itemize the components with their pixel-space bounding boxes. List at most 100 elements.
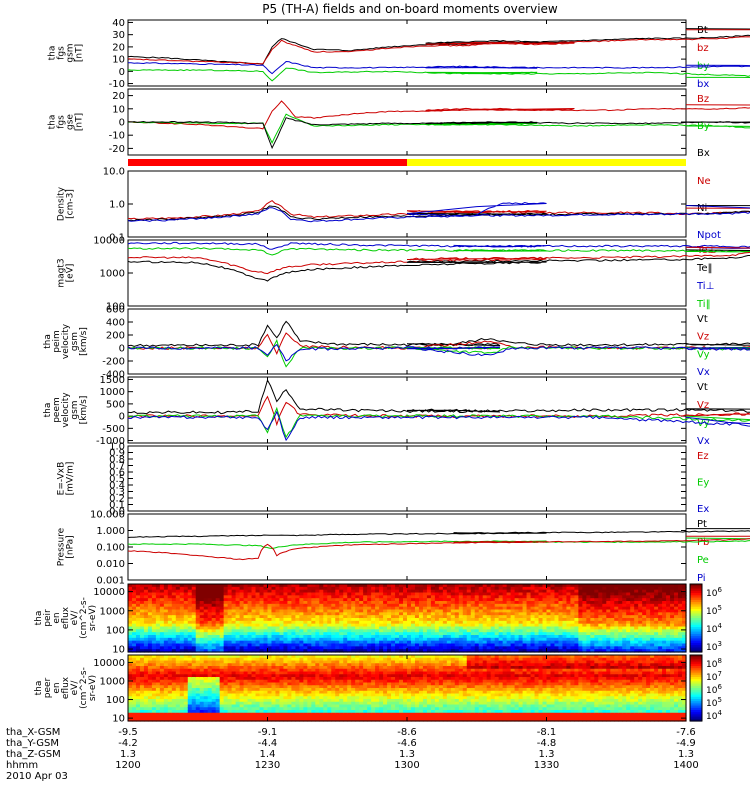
spectrogram-cell	[682, 618, 687, 622]
y-tick-label: 0.0	[109, 507, 125, 518]
spectrogram-cell	[279, 626, 285, 630]
spectrogram-cell	[299, 649, 304, 653]
spectrogram-cell	[351, 635, 356, 639]
spectrogram-cell	[586, 637, 591, 642]
spectrogram-cell	[542, 584, 548, 588]
spectrogram-cell	[223, 598, 229, 602]
spectrogram-cell	[438, 623, 444, 628]
spectrogram-cell	[614, 601, 619, 605]
spectrogram-cell	[255, 589, 261, 594]
spectrogram-cell	[678, 603, 683, 608]
spectrogram-cell	[187, 640, 193, 645]
spectrogram-cell	[562, 612, 568, 616]
spectrogram-cell	[199, 666, 205, 670]
spectrogram-cell	[159, 699, 165, 703]
spectrogram-cell	[275, 595, 281, 599]
spectrogram-cell	[215, 635, 221, 639]
spectrogram-cell	[486, 606, 492, 611]
spectrogram-cell	[454, 601, 460, 605]
spectrogram-cell	[626, 603, 631, 608]
spectrogram-cell	[299, 592, 304, 596]
spectrogram-cell	[375, 592, 380, 596]
spectrogram-cell	[267, 690, 273, 695]
spectrogram-cell	[650, 612, 655, 616]
spectrogram-cell	[128, 710, 133, 714]
spectrogram-cell	[462, 612, 468, 616]
spectrogram-cell	[163, 649, 169, 653]
spectrogram-cell	[466, 643, 472, 647]
spectrogram-cell	[670, 646, 675, 650]
spectrogram-cell	[430, 623, 436, 628]
spectrogram-cell	[183, 626, 189, 630]
spectrogram-cell	[219, 660, 225, 664]
spectrogram-cell	[319, 657, 324, 662]
spectrogram-cell	[311, 592, 316, 596]
spectrogram-cell	[343, 609, 348, 613]
spectrogram-cell	[243, 626, 249, 630]
spectrogram-cell	[458, 620, 464, 625]
spectrogram-cell	[482, 623, 488, 628]
spectrogram-cell	[159, 618, 165, 622]
spectrogram-cell	[410, 618, 416, 622]
spectrogram-cell	[315, 663, 320, 667]
colorbar-tick-exponent: 5	[717, 604, 721, 612]
spectrogram-cell	[299, 601, 304, 605]
spectrogram-cell	[506, 635, 512, 639]
spectrogram-cell	[502, 643, 508, 647]
spectrogram-cell	[295, 615, 300, 619]
spectrogram-cell	[410, 623, 416, 628]
spectrogram-cell	[303, 660, 308, 664]
spectrogram-cell	[590, 586, 595, 591]
spectrogram-cell	[131, 682, 137, 686]
spectrogram-cell	[299, 609, 304, 613]
spectrogram-cell	[259, 688, 265, 692]
spectrogram-cell	[187, 623, 193, 628]
spectrogram-cell	[478, 589, 484, 594]
spectrogram-cell	[319, 635, 324, 639]
spectrogram-cell	[343, 643, 348, 647]
spectrogram-cell	[299, 699, 304, 703]
spectrogram-cell	[434, 584, 440, 588]
spectrogram-cell	[255, 609, 261, 613]
spectrogram-cell	[295, 663, 300, 667]
spectrogram-cell	[654, 632, 659, 636]
spectrogram-cell	[267, 609, 273, 613]
spectrogram-cell	[474, 589, 480, 594]
spectrogram-cell	[191, 598, 197, 602]
spectrogram-cell	[179, 589, 185, 594]
spectrogram-cell	[211, 592, 217, 596]
spectrogram-cell	[367, 609, 372, 613]
spectrogram-cell	[267, 589, 273, 594]
spectrogram-cell	[470, 637, 476, 642]
spectrogram-cell	[263, 592, 269, 596]
spectrogram-cell	[159, 629, 165, 633]
spectrogram-cell	[574, 606, 579, 611]
spectrogram-cell	[163, 592, 169, 596]
spectrogram-cell	[614, 606, 619, 611]
spectrogram-cell	[355, 623, 360, 628]
spectrogram-cell	[438, 649, 444, 653]
spectrogram-cell	[303, 682, 308, 686]
spectrogram-cell	[315, 682, 320, 686]
spectrogram-cell	[179, 618, 185, 622]
spectrogram-cell	[195, 674, 201, 678]
spectrogram-cell	[335, 643, 340, 647]
spectrogram-cell	[674, 623, 679, 628]
spectrogram-cell	[375, 586, 380, 591]
spectrogram-cell	[486, 615, 492, 619]
spectrogram-cell	[359, 649, 364, 653]
spectrogram-cell	[147, 643, 153, 647]
spectrogram-cell	[267, 643, 273, 647]
spectrogram-cell	[494, 612, 500, 616]
spectrogram-cell	[131, 609, 137, 613]
spectrogram-cell	[323, 629, 328, 633]
spectrogram-cell	[662, 601, 667, 605]
y-axis-label-line: tha	[43, 334, 53, 349]
spectrogram-cell	[462, 615, 468, 619]
spectrogram-cell	[271, 704, 277, 708]
spectrogram-cell	[622, 646, 627, 650]
spectrogram-cell	[410, 584, 416, 588]
spectrogram-cell	[135, 663, 141, 667]
spectrogram-cell	[323, 660, 328, 664]
spectrogram-cell	[426, 595, 432, 599]
